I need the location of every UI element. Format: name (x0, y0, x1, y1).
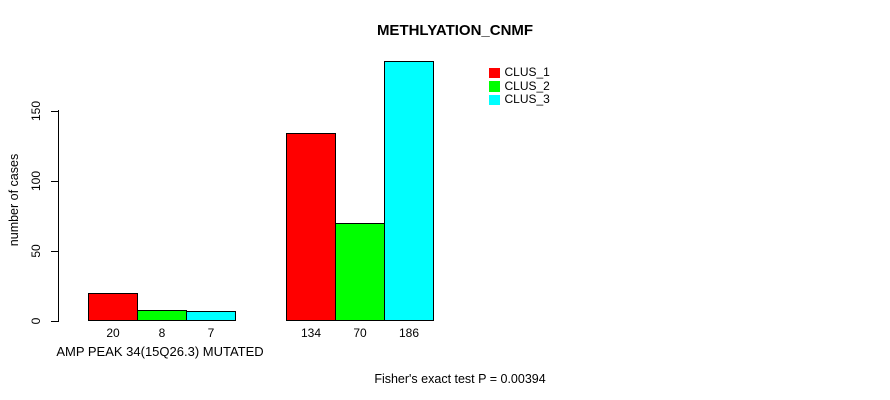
legend-item-clus_3: CLUS_3 (489, 92, 550, 107)
bar-clus_2-group2 (335, 223, 385, 321)
bar-clus_1-group1 (88, 293, 138, 321)
legend-item-clus_2: CLUS_2 (489, 78, 550, 94)
bar-value-label: 20 (106, 326, 120, 340)
bar-value-label: 134 (300, 326, 322, 340)
bar-value-label: 8 (158, 326, 166, 340)
y-tick-label: 0 (29, 317, 43, 325)
bar-value-label: 70 (353, 326, 367, 340)
bar-clus_2-group1 (137, 310, 187, 321)
bar-clus_1-group2 (286, 133, 336, 321)
x-axis-label: AMP PEAK 34(15Q26.3) MUTATED (56, 344, 264, 359)
y-tick-mark (51, 111, 58, 112)
legend: CLUS_1 CLUS_2 CLUS_3 (489, 65, 550, 107)
y-tick-mark (51, 321, 58, 322)
legend-label: CLUS_2 (504, 78, 550, 93)
y-tick-label: 50 (29, 244, 43, 258)
chart-title: METHLYATION_CNMF (376, 22, 534, 39)
legend-swatch-icon (489, 94, 500, 105)
bar-value-label: 7 (207, 326, 215, 340)
legend-label: CLUS_3 (504, 92, 550, 106)
y-axis-label: number of cases (7, 153, 21, 247)
y-tick-label: 150 (29, 100, 43, 122)
bar-value-label: 186 (398, 326, 420, 340)
annotation-text: Fisher's exact test P = 0.00394 (374, 372, 546, 386)
bar-clus_3-group1 (186, 311, 236, 321)
bar-clus_3-group2 (384, 61, 434, 321)
y-tick-label: 100 (29, 170, 43, 192)
y-tick-mark (51, 181, 58, 182)
legend-swatch-icon (489, 67, 500, 78)
legend-swatch-icon (489, 81, 500, 92)
legend-label: CLUS_1 (504, 65, 550, 79)
legend-item-clus_1: CLUS_1 (489, 65, 550, 80)
y-tick-mark (51, 251, 58, 252)
y-axis-line (58, 110, 59, 322)
